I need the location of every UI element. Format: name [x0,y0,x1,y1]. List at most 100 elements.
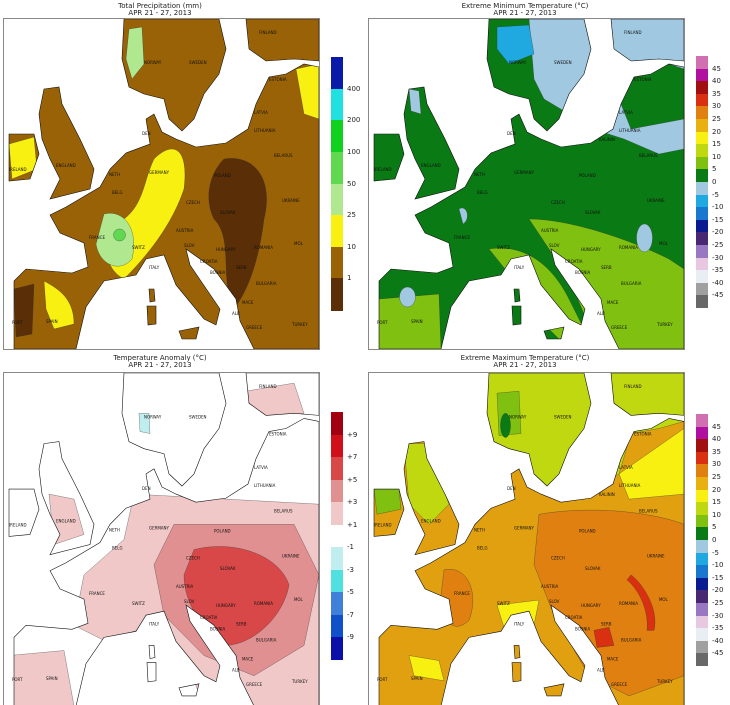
legend-label: 35 [712,89,721,98]
country-label: SWEDEN [554,60,572,65]
map-panel-tmax: Extreme Maximum Temperature (°C) APR 21 -… [365,352,730,705]
legend-swatch [696,426,708,440]
contour-region [403,443,450,525]
legend-label: +7 [347,453,358,462]
legend-label: 30 [712,102,721,111]
legend-label: -40 [712,636,724,645]
country-label: CZECH [551,556,565,561]
legend-swatch [331,592,343,616]
country-label: NORWAY [144,414,162,419]
map-date-range: APR 21 - 27, 2013 [493,9,557,17]
legend-swatch [696,628,708,642]
map-panel-anom: Temperature Anomaly (°C) APR 21 - 27, 201… [0,352,365,705]
landmass-sic [179,683,199,696]
legend-swatch [331,479,343,503]
country-label: UKRAINE [647,554,665,559]
country-label: GREECE [611,682,628,687]
contour-region [593,627,615,648]
contour-region [113,228,126,242]
country-label: BELARUS [639,153,658,158]
legend-swatch [331,434,343,458]
legend-label: 0 [712,536,717,544]
country-label: MOL [659,241,669,246]
country-label: HUNGARY [216,603,236,608]
contour-region [636,223,653,253]
map-title: Extreme Minimum Temperature (°C) [461,2,589,10]
country-label: PORT [377,320,388,325]
country-label: ITALY [149,265,160,270]
legend-swatch [696,182,708,196]
legend-swatch [696,615,708,629]
legend-label: +1 [347,520,358,529]
legend-label: -10 [712,561,724,570]
legend-swatch [331,614,343,638]
country-label: FINLAND [624,384,642,389]
country-label: GERMANY [514,525,534,530]
country-label: ALB [232,668,240,673]
country-label: SWITZ [132,245,145,250]
legend-swatch [331,88,343,121]
legend-swatch [696,295,708,309]
country-label: SWEDEN [189,60,207,65]
map-title: Extreme Maximum Temperature (°C) [460,354,590,362]
country-label: MACE [242,657,254,662]
legend-label: 1 [347,274,352,283]
country-label: MOL [294,597,304,602]
legend-swatch [696,119,708,133]
country-label: LITHUANIA [254,128,276,133]
landmass-cors [149,289,155,302]
country-label: SLOVAK [585,566,601,571]
legend-label: 5 [712,165,717,174]
legend-swatch [696,282,708,296]
legend-label: -40 [712,278,724,287]
legend-swatch [696,565,708,579]
landmass-fin [246,19,319,61]
country-label: SLOV [184,243,195,248]
legend-label: 5 [712,523,717,532]
legend-swatch [696,68,708,82]
legend-label: 100 [347,147,361,156]
legend-swatch [331,524,343,548]
legend-label: 200 [347,116,361,125]
legend-label: -9 [347,633,354,642]
legend-label: 30 [712,460,721,469]
legend-swatch [696,257,708,271]
legend-label: -25 [712,599,724,607]
legend-swatch [696,207,708,221]
legend-label: 15 [712,498,721,507]
legend-swatch [696,156,708,170]
country-label: ITALY [149,621,160,626]
country-label: LATVIA [254,110,268,115]
map-panel-tmin: Extreme Minimum Temperature (°C) APR 21 -… [365,0,730,352]
country-label: SERB [601,265,612,270]
legend-label: -35 [712,624,724,633]
legend-label: 40 [712,435,721,444]
legend-label: -1 [347,543,354,552]
contour-region [125,26,145,80]
country-label: TURKEY [656,679,673,684]
map-date-range: APR 21 - 27, 2013 [493,361,557,369]
legend-swatch [331,151,343,184]
legend-swatch [696,169,708,183]
legend-label: 45 [712,422,721,431]
landmass-sard [512,306,521,325]
country-label: SWEDEN [189,414,207,419]
country-label: ESTONIA [634,77,652,82]
map-anom: NORWAY SWEDEN FINLAND ESTONIA LATVIA LITHUANI… [3,372,320,705]
landmass-cors [514,289,520,302]
country-label: NORWAY [509,60,527,65]
country-label: TURKEY [656,322,673,327]
country-label: BELG [112,190,123,195]
country-label: BELG [112,546,123,551]
legend-swatch [696,93,708,107]
country-label: ENGLAND [56,518,76,523]
contour-region [458,207,468,225]
country-label: BELARUS [274,508,293,513]
country-label: MACE [607,300,619,305]
country-label: MACE [242,300,254,305]
country-label: BELARUS [274,153,293,158]
legend-label: 25 [712,473,721,481]
country-label: DEN [142,486,151,491]
legend-swatch [696,451,708,465]
landmass-sic [544,683,564,696]
